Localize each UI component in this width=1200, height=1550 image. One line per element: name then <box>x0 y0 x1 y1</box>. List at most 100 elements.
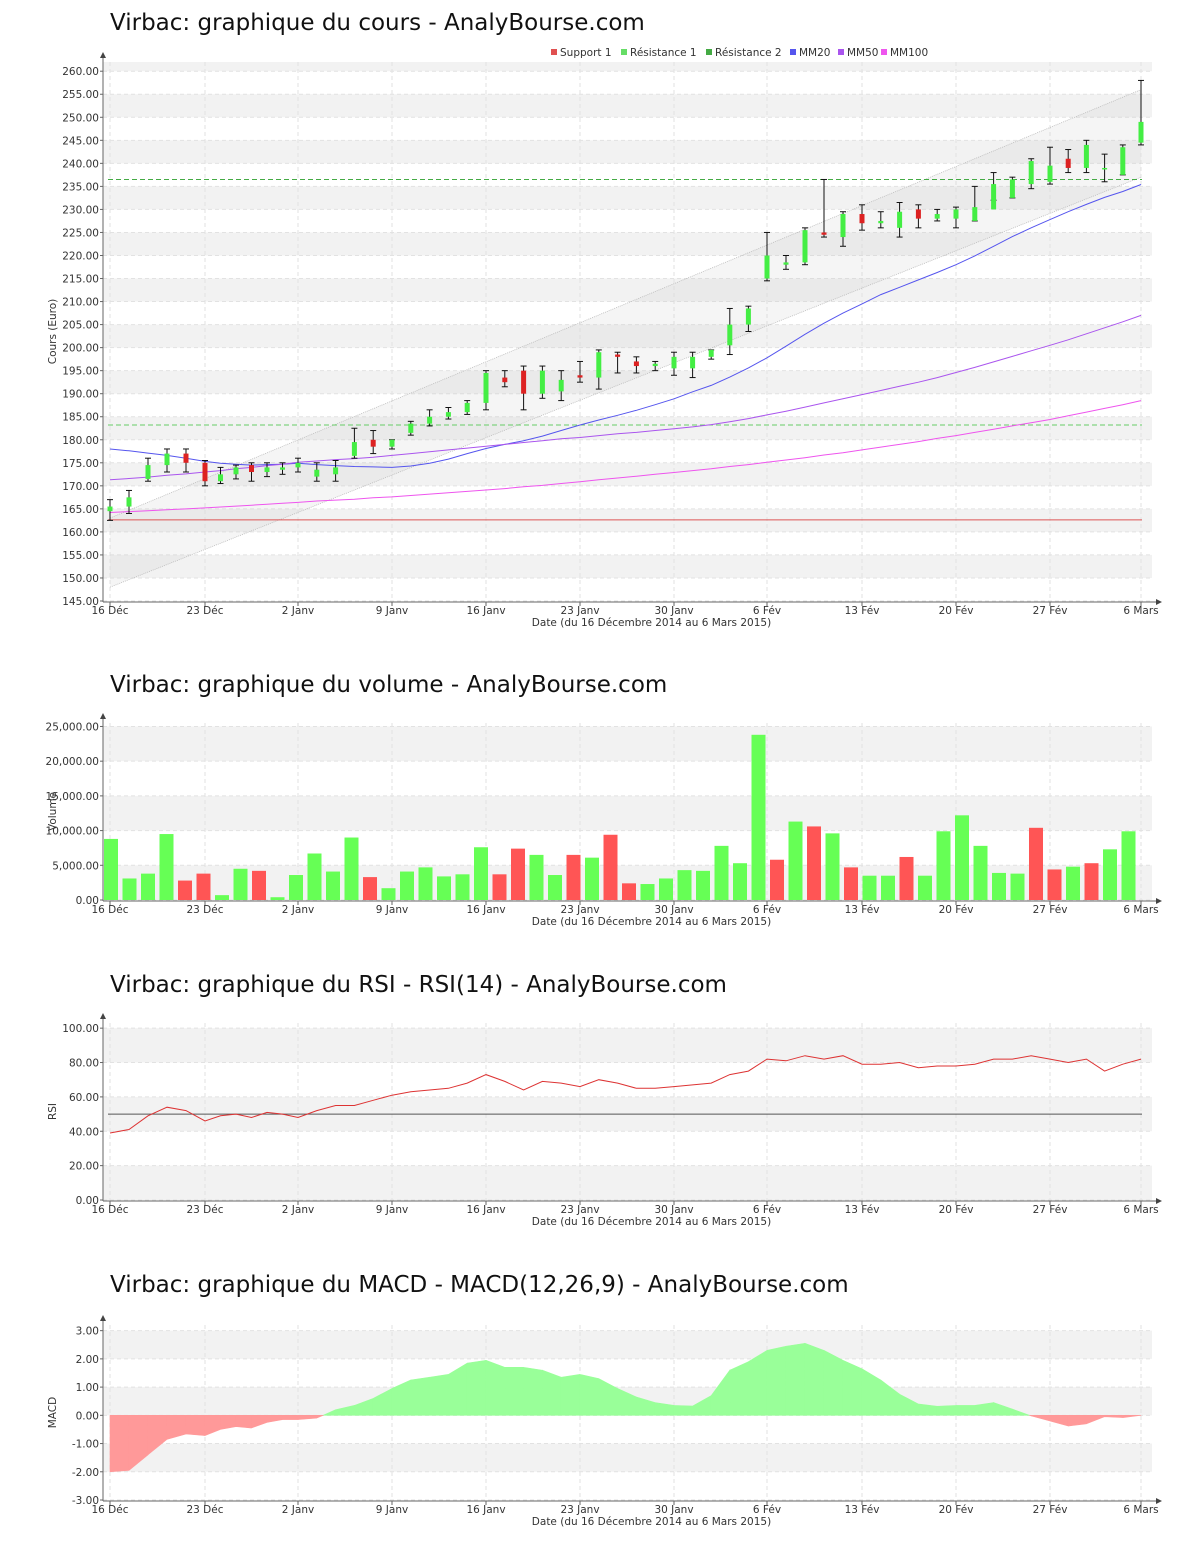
candle <box>783 254 789 270</box>
volume-chart-title: Virbac: graphique du volume - AnalyBours… <box>110 672 668 698</box>
y-tick-label: 220.00 <box>62 250 99 262</box>
y-tick-label: 60.00 <box>69 1092 99 1104</box>
volume-bar <box>825 833 840 900</box>
mm20-line <box>109 184 1142 468</box>
candle-body <box>615 354 621 357</box>
x-axis-arrow <box>1156 898 1162 904</box>
candle-body <box>708 349 714 357</box>
y-tick-label: 180.00 <box>62 435 99 447</box>
price-chart-title: Virbac: graphique du cours - AnalyBourse… <box>110 10 645 36</box>
x-axis-title: Date (du 16 Décembre 2014 au 6 Mars 2015… <box>532 916 771 928</box>
candle-body <box>145 465 151 479</box>
x-tick-label: 13 Fév <box>845 904 880 916</box>
volume-bar <box>400 871 414 900</box>
y-tick-label: 10,000.00 <box>46 826 99 838</box>
volume-bar <box>659 878 673 900</box>
candle <box>953 206 959 229</box>
volume-bar <box>585 857 599 900</box>
volume-bar <box>955 815 969 900</box>
y-tick-label: 240.00 <box>62 158 99 170</box>
candle-body <box>427 416 433 424</box>
volume-bar <box>529 854 544 900</box>
y-tick-label: 230.00 <box>62 204 99 216</box>
x-tick-label: 20 Fév <box>939 1204 974 1216</box>
x-tick-label: 9 Janv <box>376 904 408 916</box>
candle-body <box>483 372 489 403</box>
volume-bar <box>455 874 470 900</box>
volume-bar <box>807 826 821 900</box>
volume-bar <box>104 838 118 900</box>
y-tick-label: 2.00 <box>76 1354 99 1366</box>
x-tick-label: 6 Mars <box>1123 605 1158 617</box>
rsi-panel: Virbac: graphique du RSI - RSI(14) - Ana… <box>0 960 1200 1240</box>
candle-body <box>1120 147 1126 175</box>
candle-body <box>1083 144 1089 168</box>
grid-band <box>103 278 1152 302</box>
candle <box>1065 149 1072 174</box>
candle <box>689 351 696 379</box>
candle-body <box>690 356 696 369</box>
legend-label: Support 1 <box>560 47 612 59</box>
x-axis-arrow <box>1156 599 1162 605</box>
y-axis-title: MACD <box>47 1397 59 1428</box>
candle <box>183 448 189 473</box>
candle <box>145 457 151 482</box>
macd-positive-area <box>322 1342 1030 1416</box>
x-tick-label: 16 Déc <box>91 1504 128 1516</box>
price-panel: Virbac: graphique du cours - AnalyBourse… <box>0 0 1200 640</box>
legend-swatch <box>790 49 796 55</box>
y-axis-title: Volume <box>47 792 59 831</box>
y-tick-label: -2.00 <box>72 1467 99 1479</box>
candle-body <box>1138 121 1144 143</box>
candle-body <box>264 467 270 473</box>
candle <box>539 365 546 399</box>
candle-body <box>1102 167 1108 170</box>
candle-body <box>953 209 959 219</box>
candle-body <box>633 361 639 367</box>
y-tick-label: 255.00 <box>62 89 99 101</box>
volume-bar <box>307 853 322 900</box>
x-tick-label: 2 Janv <box>282 605 314 617</box>
y-tick-label: 0.00 <box>76 1410 99 1422</box>
volume-bar <box>751 734 766 900</box>
candle-body <box>764 255 770 279</box>
legend-label: Résistance 1 <box>630 47 697 59</box>
volume-bar <box>899 856 914 900</box>
x-axis-title: Date (du 16 Décembre 2014 au 6 Mars 2015… <box>532 617 771 629</box>
y-tick-label: 235.00 <box>62 181 99 193</box>
candle-body <box>991 184 997 210</box>
trend-channel <box>110 89 1141 588</box>
candle <box>464 400 471 415</box>
candle-body <box>840 214 846 238</box>
x-tick-label: 6 Fév <box>753 1504 781 1516</box>
x-tick-label: 23 Déc <box>186 605 223 617</box>
y-tick-label: 205.00 <box>62 320 99 332</box>
candle-body <box>596 352 602 378</box>
x-tick-label: 13 Fév <box>845 605 880 617</box>
candle <box>1119 144 1126 176</box>
x-tick-label: 16 Janv <box>466 904 505 916</box>
candle <box>370 430 377 455</box>
legend-swatch <box>551 49 557 55</box>
grid-band <box>103 462 1152 486</box>
volume-bar <box>844 867 858 900</box>
candle <box>896 202 903 238</box>
candle <box>708 349 715 360</box>
x-tick-label: 27 Fév <box>1033 904 1068 916</box>
y-tick-label: 155.00 <box>62 550 99 562</box>
x-tick-label: 13 Fév <box>845 1204 880 1216</box>
x-tick-label: 27 Fév <box>1033 1204 1068 1216</box>
x-tick-label: 16 Janv <box>466 1504 505 1516</box>
volume-bar <box>640 884 655 900</box>
candle <box>233 464 239 480</box>
legend-swatch <box>881 49 887 55</box>
candle <box>426 409 433 427</box>
volume-bar <box>1103 849 1117 900</box>
candle-body <box>859 214 865 224</box>
candle <box>614 351 621 374</box>
candle <box>1028 158 1035 190</box>
y-tick-label: 165.00 <box>62 504 99 516</box>
candle-body <box>727 324 733 346</box>
candle <box>558 370 565 402</box>
grid-band <box>103 795 1152 831</box>
